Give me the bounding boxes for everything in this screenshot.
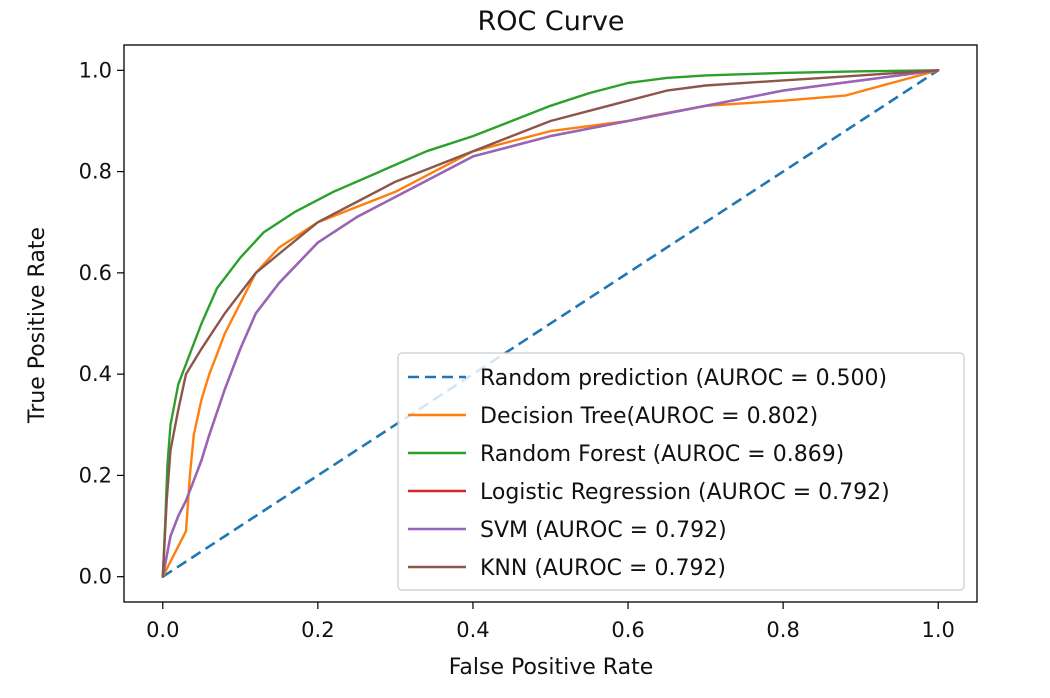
legend: Random prediction (AUROC = 0.500) Decisio… bbox=[397, 352, 965, 591]
series-line-5 bbox=[161, 69, 940, 578]
plot-area bbox=[123, 44, 978, 603]
x-tick-label: 0.6 bbox=[611, 618, 644, 642]
series-line-2 bbox=[161, 69, 940, 578]
y-axis-ticks: 0.0 0.2 0.4 0.6 0.8 1.0 bbox=[79, 58, 124, 589]
x-tick-label: 1.0 bbox=[922, 618, 955, 642]
legend-label: Logistic Regression (AUROC = 0.792) bbox=[480, 480, 890, 505]
y-tick-label: 0.4 bbox=[79, 362, 112, 386]
legend-label: Random Forest (AUROC = 0.869) bbox=[480, 442, 844, 467]
legend-box bbox=[397, 352, 965, 591]
legend-label: SVM (AUROC = 0.792) bbox=[480, 518, 727, 543]
chart-title: ROC Curve bbox=[477, 6, 624, 37]
y-tick-label: 0.8 bbox=[79, 160, 112, 184]
y-tick-label: 1.0 bbox=[79, 58, 112, 82]
x-tick-label: 0.4 bbox=[456, 618, 489, 642]
y-tick-label: 0.6 bbox=[79, 261, 112, 285]
x-tick-label: 0.8 bbox=[766, 618, 799, 642]
y-axis-label: True Positive Rate bbox=[25, 227, 50, 424]
y-tick-label: 0.0 bbox=[79, 565, 112, 589]
x-axis-ticks: 0.0 0.2 0.4 0.6 0.8 1.0 bbox=[146, 602, 955, 642]
x-axis-label: False Positive Rate bbox=[449, 655, 653, 680]
legend-label: Decision Tree(AUROC = 0.802) bbox=[480, 404, 818, 429]
x-tick-label: 0.0 bbox=[146, 618, 179, 642]
x-tick-label: 0.2 bbox=[301, 618, 334, 642]
series-line-0 bbox=[162, 69, 939, 578]
series-line-4 bbox=[161, 69, 940, 578]
y-tick-label: 0.2 bbox=[79, 463, 112, 487]
legend-label: KNN (AUROC = 0.792) bbox=[480, 556, 726, 581]
series-lines bbox=[161, 69, 940, 578]
legend-label: Random prediction (AUROC = 0.500) bbox=[480, 366, 887, 391]
